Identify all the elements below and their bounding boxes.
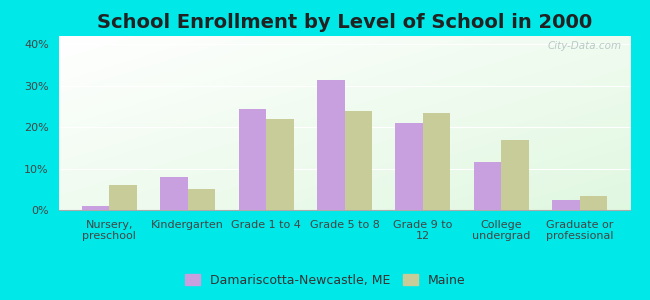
Bar [580, 196, 607, 210]
Bar [395, 123, 423, 210]
Title: School Enrollment by Level of School in 2000: School Enrollment by Level of School in … [97, 13, 592, 32]
Bar [82, 206, 109, 210]
Bar [501, 140, 528, 210]
Bar [552, 200, 580, 210]
Bar [317, 80, 344, 210]
Bar [344, 111, 372, 210]
Bar [188, 189, 215, 210]
Bar [239, 109, 266, 210]
Text: City-Data.com: City-Data.com [548, 41, 622, 51]
Bar [474, 162, 501, 210]
Legend: Damariscotta-Newcastle, ME, Maine: Damariscotta-Newcastle, ME, Maine [181, 270, 469, 291]
Bar [161, 177, 188, 210]
Bar [109, 185, 137, 210]
Bar [423, 112, 450, 210]
Bar [266, 119, 294, 210]
